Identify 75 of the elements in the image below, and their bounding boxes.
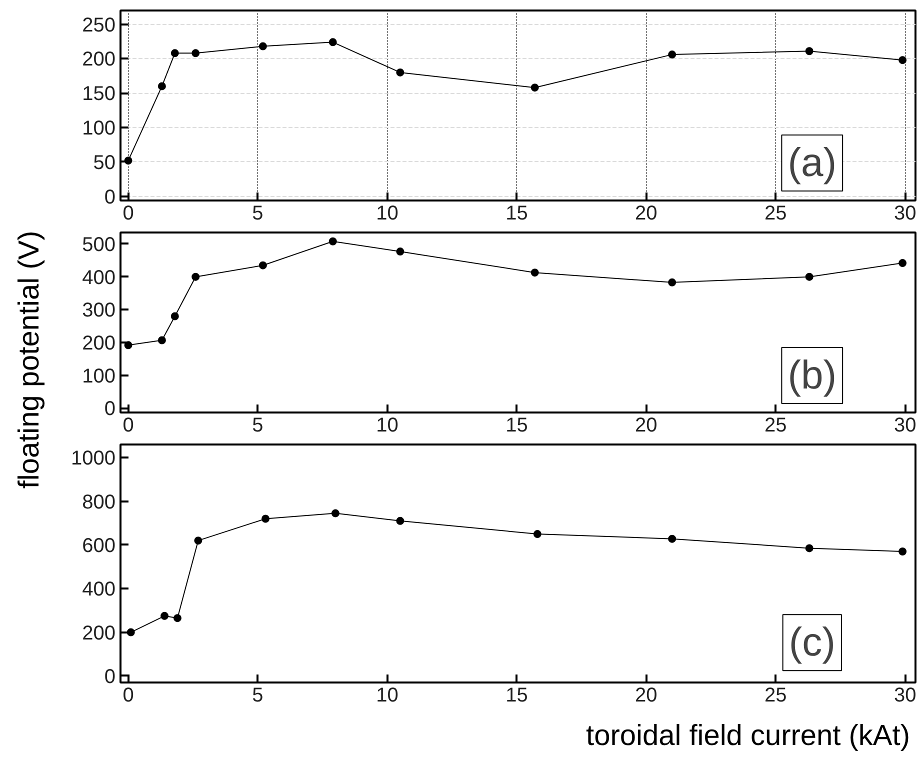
y-tick-label: 400 — [82, 266, 116, 289]
x-tick-label: 10 — [376, 684, 398, 706]
x-tick-label: 20 — [635, 684, 658, 706]
point — [262, 514, 270, 523]
annotation: (a) — [788, 141, 837, 185]
point — [396, 248, 404, 256]
point — [170, 49, 179, 58]
x-axis-title: toroidal field current (kAt) — [585, 719, 910, 753]
point — [328, 237, 337, 246]
y-tick-label: 100 — [82, 365, 116, 388]
y-tick-label: 150 — [82, 83, 116, 106]
y-tick-label: 100 — [82, 118, 116, 140]
x-tick-label: 5 — [252, 414, 264, 436]
x-tick-label: 30 — [894, 414, 916, 436]
point — [533, 530, 542, 538]
y-tick-label: 50 — [93, 152, 116, 174]
y-tick-label: 600 — [82, 534, 116, 557]
point — [194, 536, 202, 545]
x-tick-label: 15 — [506, 202, 528, 224]
point — [258, 42, 267, 50]
x-tick-label: 10 — [376, 202, 398, 224]
x-tick-label: 0 — [122, 684, 134, 706]
x-tick-label: 15 — [506, 414, 528, 436]
point — [258, 261, 267, 270]
point — [192, 49, 200, 58]
x-tick-label: 20 — [635, 414, 658, 436]
point — [126, 628, 135, 636]
y-tick-label: 400 — [82, 578, 116, 601]
point — [331, 509, 340, 518]
y-tick-label: 800 — [82, 491, 116, 514]
point — [668, 278, 676, 286]
point — [328, 38, 337, 46]
y-tick-label: 500 — [82, 234, 116, 256]
point — [192, 272, 200, 281]
point — [158, 82, 166, 90]
x-tick-label: 0 — [122, 414, 134, 436]
y-axis-title: floating potential (V) — [12, 230, 46, 491]
y-tick-label: 1000 — [71, 448, 116, 470]
point — [173, 614, 182, 622]
annotation: (c) — [788, 620, 836, 665]
y-tick-label: 200 — [82, 622, 116, 644]
x-tick-label: 25 — [764, 202, 787, 224]
point — [898, 548, 907, 556]
x-tick-label: 15 — [506, 684, 528, 706]
y-tick-label: 0 — [104, 186, 116, 208]
point — [530, 268, 539, 277]
x-tick-label: 25 — [764, 414, 787, 436]
x-tick-label: 20 — [635, 202, 658, 224]
point — [668, 50, 676, 59]
point — [805, 272, 814, 281]
point — [898, 56, 907, 64]
y-tick-label: 0 — [104, 666, 116, 688]
x-tick-label: 30 — [894, 202, 916, 224]
x-tick-label: 30 — [894, 684, 916, 706]
point — [530, 84, 539, 92]
point — [898, 259, 907, 268]
point — [668, 534, 676, 543]
y-tick-label: 250 — [82, 14, 116, 36]
point — [158, 336, 166, 344]
point — [805, 47, 814, 56]
point — [805, 544, 814, 552]
x-tick-label: 0 — [122, 202, 134, 224]
x-tick-label: 5 — [252, 684, 264, 706]
point — [170, 312, 179, 320]
y-tick-label: 300 — [82, 300, 116, 322]
x-tick-label: 25 — [764, 684, 787, 706]
x-tick-label: 10 — [376, 414, 398, 436]
y-tick-label: 200 — [82, 332, 116, 355]
point — [396, 516, 404, 525]
annotation: (b) — [788, 354, 837, 398]
y-tick-label: 200 — [82, 48, 116, 71]
point — [396, 68, 404, 76]
y-tick-label: 0 — [104, 398, 116, 420]
x-tick-label: 5 — [252, 202, 264, 224]
point — [160, 612, 169, 620]
